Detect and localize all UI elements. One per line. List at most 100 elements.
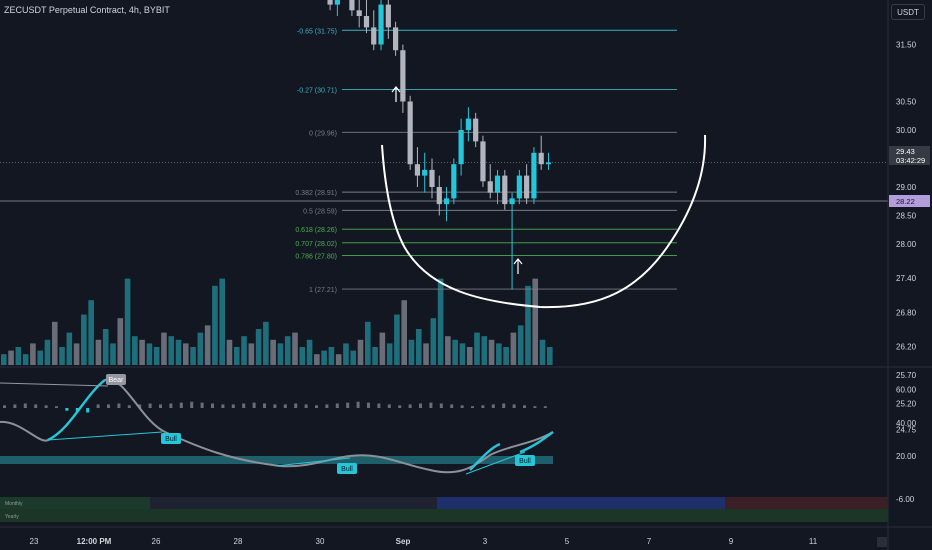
oscillator-histogram-bar: [450, 404, 454, 408]
volume-bar: [525, 285, 531, 365]
volume-bar: [270, 339, 276, 365]
volume-bar: [408, 339, 415, 365]
volume-bar: [161, 332, 167, 365]
oscillator-histogram-bar: [200, 402, 204, 408]
candle-body: [356, 10, 362, 16]
oscillator-histogram-bar: [460, 405, 464, 408]
monthly-segment: [150, 497, 437, 509]
oscillator-histogram-bar: [346, 402, 350, 408]
candle-body: [400, 50, 406, 102]
oscillator-histogram-bar: [335, 403, 339, 408]
monthly-label: Monthly: [5, 501, 23, 507]
price-tick-label: 25.70: [896, 371, 917, 380]
volume-bar: [379, 332, 386, 365]
bull-label: Bull: [519, 458, 531, 465]
oscillator-up-segment: [519, 431, 554, 454]
fib-level-label: 0.5 (28.59): [303, 208, 337, 215]
candle-body: [473, 118, 479, 142]
candle-body: [458, 130, 464, 165]
oscillator-band: [0, 456, 553, 464]
price-tick-label: 30.50: [896, 98, 917, 107]
arrow-up-icon: [513, 258, 523, 274]
oscillator-histogram-bar: [419, 403, 422, 408]
fib-level-label: 0 (29.96): [309, 130, 337, 137]
candle-body: [443, 198, 450, 205]
candle-body: [414, 164, 421, 176]
volume-bar: [30, 343, 36, 365]
candle-body: [334, 0, 340, 5]
oscillator-histogram-bar: [75, 408, 79, 412]
candle-body: [531, 152, 537, 199]
fib-level-label: 1 (27.21): [309, 287, 337, 294]
volume-bar: [277, 343, 284, 365]
volume-bar: [88, 300, 94, 365]
fib-level-label: 0.707 (28.02): [295, 241, 337, 248]
price-tick-label: 28.00: [896, 240, 917, 249]
candle-body: [494, 175, 501, 193]
candle-body: [451, 164, 457, 199]
oscillator-tick-label: -6.00: [896, 495, 915, 504]
volume-bar: [204, 325, 211, 365]
candle-body: [436, 187, 442, 205]
candle-body: [524, 175, 530, 199]
candle-body: [538, 152, 544, 165]
volume-bar: [299, 347, 306, 365]
oscillator-tick-label: 20.00: [896, 452, 917, 461]
countdown-value: 03:42:29: [896, 156, 925, 165]
volume-bar: [445, 336, 451, 365]
oscillator-histogram-bar: [481, 405, 485, 408]
oscillator-histogram-bar: [231, 404, 235, 408]
oscillator-histogram-bar: [107, 404, 110, 408]
volume-bar: [335, 354, 342, 365]
oscillator-histogram-bar: [283, 404, 287, 408]
oscillator-histogram-bar: [242, 403, 246, 408]
volume-bar: [343, 343, 349, 365]
volume-bar: [197, 332, 204, 365]
oscillator-histogram-bar: [44, 405, 48, 408]
candle-body: [545, 162, 552, 165]
price-tick-label: 31.50: [896, 41, 917, 50]
oscillator-histogram-bar: [408, 404, 412, 408]
fib-level-label: 0.382 (28.91): [295, 190, 337, 197]
fib-level-label: -0.65 (31.75): [297, 28, 337, 35]
price-tick-label: 28.50: [896, 212, 917, 221]
oscillator-histogram-bar: [356, 401, 360, 408]
oscillator-histogram-bar: [512, 404, 516, 408]
fib-level-label: 0.786 (27.80): [295, 253, 337, 260]
oscillator-histogram-bar: [263, 403, 266, 408]
candle-body: [509, 198, 515, 205]
bull-label: Bull: [341, 466, 353, 473]
volume-bar: [66, 332, 73, 365]
monthly-segment: [437, 497, 725, 509]
volume-bar: [459, 343, 466, 365]
volume-bar: [248, 343, 255, 365]
volume-bar: [212, 285, 218, 365]
bull-divergence-line: [465, 451, 526, 475]
oscillator-histogram-bar: [65, 408, 69, 411]
candle-body: [363, 16, 370, 28]
candle-body: [502, 175, 508, 205]
volume-bar: [110, 343, 116, 365]
candle-body: [480, 141, 486, 182]
symbol-title[interactable]: ZECUSDT Perpetual Contract, 4h, BYBIT: [4, 5, 170, 15]
volume-bar: [95, 339, 102, 365]
volume-bar: [510, 332, 517, 365]
volume-bar: [401, 300, 407, 365]
oscillator-histogram-bar: [211, 403, 214, 408]
time-tick-label: 5: [565, 537, 570, 546]
volume-bar: [386, 343, 393, 365]
bull-divergence-line: [47, 431, 163, 441]
drawings: [381, 86, 707, 309]
volume-bar: [430, 318, 437, 365]
volume-bar: [488, 339, 495, 365]
bull-label-bg: [337, 463, 357, 474]
volume-bar: [146, 343, 153, 365]
oscillator-pane: Bear Bull Bull Bull: [0, 374, 554, 475]
time-tick-label: 7: [647, 537, 652, 546]
price-axis[interactable]: 32.5031.5030.5030.0029.0028.5028.0027.40…: [889, 0, 930, 504]
volume-bar: [372, 347, 378, 365]
currency-button[interactable]: USDT: [891, 4, 925, 20]
time-tick-label: Sep: [396, 537, 411, 546]
time-axis[interactable]: 23 12:00 PM 26 28 30 Sep 3 5 7 9 11: [30, 537, 887, 547]
price-tick-label: 26.80: [896, 308, 917, 317]
